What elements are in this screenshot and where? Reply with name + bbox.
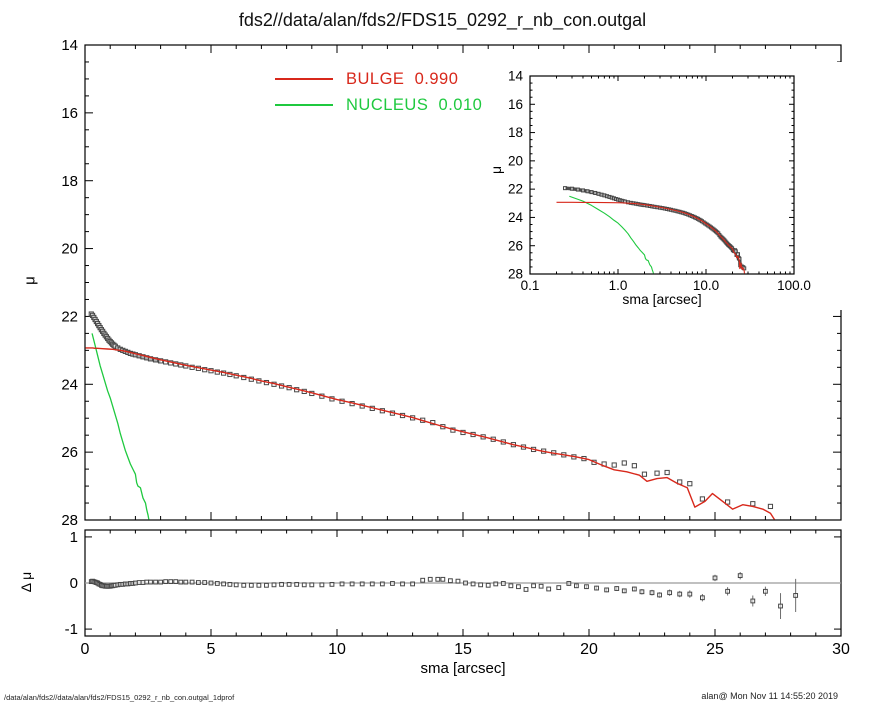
legend-label-nucleus: NUCLEUS 0.010 xyxy=(346,95,483,114)
y-tick-label: 28 xyxy=(508,267,523,282)
footer-user-timestamp: alan@ Mon Nov 11 14:55:20 2019 xyxy=(701,691,838,701)
y-tick-label: 16 xyxy=(61,105,78,122)
y-tick-label: 0 xyxy=(70,575,78,592)
inset-background xyxy=(484,62,843,310)
inset-x-axis-label: sma [arcsec] xyxy=(622,291,702,307)
y-tick-label: 28 xyxy=(61,512,78,529)
resid-error-bars xyxy=(568,571,797,619)
y-tick-label: 24 xyxy=(61,376,78,393)
y-tick-label: 26 xyxy=(508,238,523,253)
inset-y-axis-label: μ xyxy=(488,165,504,175)
bulge-line-swatch xyxy=(275,78,333,80)
x-axis-label: sma [arcsec] xyxy=(420,660,506,677)
main-nucleus-line xyxy=(91,333,150,520)
y-tick-label: 20 xyxy=(61,241,78,258)
legend-row-bulge: BULGE 0.990 xyxy=(275,66,482,92)
legend-label-bulge: BULGE 0.990 xyxy=(346,69,459,88)
x-tick-label: 10.0 xyxy=(693,278,719,293)
x-tick-label: 25 xyxy=(706,641,724,658)
resid-axes: 10-10 5 10 15 20 25 30 xyxy=(65,529,850,658)
y-tick-label: 26 xyxy=(61,444,78,461)
x-tick-label: 15 xyxy=(454,641,472,658)
legend-row-nucleus: NUCLEUS 0.010 xyxy=(275,92,482,118)
legend: BULGE 0.990 NUCLEUS 0.010 xyxy=(275,66,482,118)
x-tick-label: 5 xyxy=(207,641,216,658)
y-tick-label: 20 xyxy=(508,153,523,168)
main-bulge-line xyxy=(85,347,776,520)
y-tick-label: 16 xyxy=(508,97,523,112)
x-tick-label: 100.0 xyxy=(777,278,811,293)
y-tick-label: 14 xyxy=(61,37,78,54)
main-axes: 14 16 18 20 22 24 26 28 xyxy=(61,37,842,529)
inset-bulge-line xyxy=(556,201,745,274)
y-tick-label: 22 xyxy=(61,309,78,326)
inset-nucleus-line xyxy=(569,195,654,274)
y-tick-label: 24 xyxy=(508,210,524,225)
y-tick-label: 18 xyxy=(508,125,523,140)
y-tick-label: -1 xyxy=(65,621,78,638)
y-tick-label: 14 xyxy=(508,69,524,84)
x-tick-label: 0 xyxy=(81,641,90,658)
x-tick-label: 10 xyxy=(328,641,346,658)
plot-title: fds2//data/alan/fds2/FDS15_0292_r_nb_con… xyxy=(238,10,647,30)
x-tick-label: 0.1 xyxy=(521,278,540,293)
nucleus-line-swatch xyxy=(275,104,333,106)
inset-axes: 14 16 18 20 22 24 26 280.1 1.0 10.0 100.0 xyxy=(508,69,811,293)
y-tick-label: 1 xyxy=(70,529,78,546)
main-y-axis-label: μ xyxy=(21,276,39,285)
y-tick-label: 18 xyxy=(61,173,78,190)
footer-file-path: /data/alan/fds2//data/alan/fds2/FDS15_02… xyxy=(4,693,235,702)
x-tick-label: 20 xyxy=(580,641,598,658)
x-tick-label: 1.0 xyxy=(609,278,628,293)
residual-y-axis-label: Δ μ xyxy=(18,571,34,593)
resid-points xyxy=(88,573,799,609)
y-tick-label: 22 xyxy=(508,182,523,197)
x-tick-label: 30 xyxy=(832,641,850,658)
